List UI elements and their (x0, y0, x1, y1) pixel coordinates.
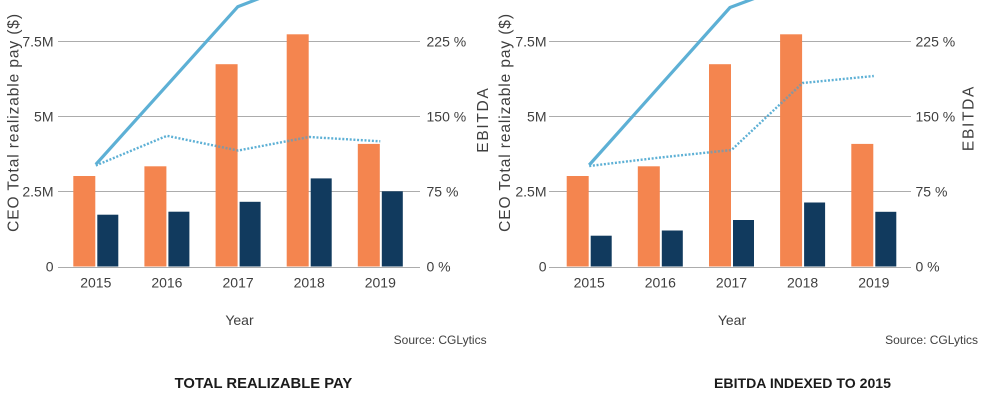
svg-text:225 %: 225 % (916, 34, 956, 50)
svg-text:2019: 2019 (365, 274, 396, 290)
svg-text:2.5M: 2.5M (22, 184, 53, 200)
svg-text:0: 0 (46, 259, 54, 275)
svg-text:0 %: 0 % (427, 259, 451, 275)
svg-text:75 %: 75 % (916, 184, 948, 200)
svg-text:75 %: 75 % (427, 184, 459, 200)
svg-text:2019: 2019 (858, 274, 889, 290)
svg-text:TOTAL REALIZABLE PAY: TOTAL REALIZABLE PAY (175, 376, 353, 392)
svg-text:2016: 2016 (151, 274, 182, 290)
svg-text:5M: 5M (34, 109, 53, 125)
svg-text:5M: 5M (527, 109, 546, 125)
svg-text:2017: 2017 (223, 274, 254, 290)
svg-text:EBITDA INDEXED TO 2015: EBITDA INDEXED TO 2015 (714, 375, 891, 391)
svg-text:Year: Year (718, 312, 747, 328)
svg-text:7.5M: 7.5M (515, 34, 546, 50)
svg-text:0 %: 0 % (916, 259, 940, 275)
svg-text:CEO Total realizable pay ($): CEO Total realizable pay ($) (6, 13, 23, 232)
svg-text:2015: 2015 (80, 274, 111, 290)
svg-text:225 %: 225 % (427, 34, 467, 50)
svg-text:2016: 2016 (645, 274, 676, 290)
svg-text:EBITDA: EBITDA (961, 85, 978, 151)
svg-text:0: 0 (539, 259, 547, 275)
svg-text:150 %: 150 % (427, 109, 467, 125)
svg-text:2018: 2018 (294, 274, 325, 290)
svg-text:Source: CGLytics: Source: CGLytics (885, 333, 978, 347)
svg-text:150 %: 150 % (916, 109, 956, 125)
svg-text:Year: Year (225, 312, 254, 328)
svg-text:2017: 2017 (716, 274, 747, 290)
svg-text:7.5M: 7.5M (22, 34, 53, 50)
svg-text:2015: 2015 (574, 274, 605, 290)
svg-text:2018: 2018 (787, 274, 818, 290)
svg-text:Source: CGLytics: Source: CGLytics (394, 333, 487, 347)
svg-text:2.5M: 2.5M (515, 184, 546, 200)
svg-text:CEO Total realizable pay ($): CEO Total realizable pay ($) (497, 13, 514, 232)
svg-text:EBITDA: EBITDA (475, 87, 492, 153)
